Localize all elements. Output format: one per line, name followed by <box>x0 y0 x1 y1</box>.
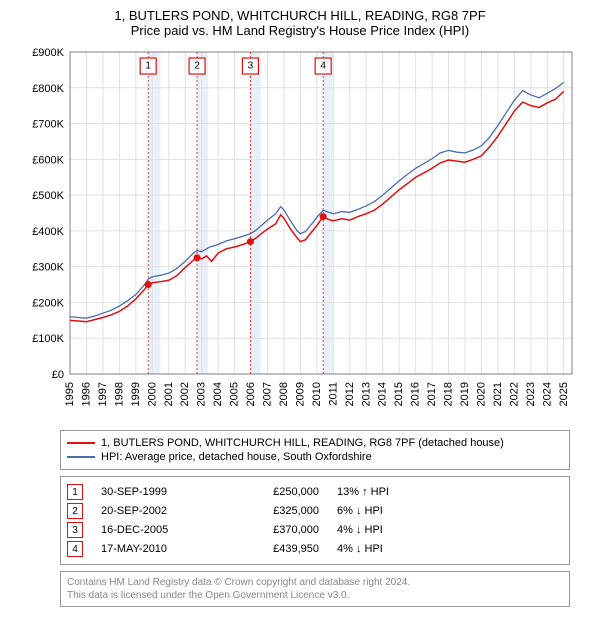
svg-text:2: 2 <box>194 61 200 72</box>
svg-text:£300K: £300K <box>32 262 64 274</box>
svg-text:2010: 2010 <box>311 382 323 406</box>
sale-date: 20-SEP-2002 <box>101 505 211 517</box>
sale-delta: 4% ↓ HPI <box>337 543 437 555</box>
sales-row: 2 20-SEP-2002 £325,000 6% ↓ HPI <box>67 503 563 519</box>
svg-text:£600K: £600K <box>32 154 64 166</box>
svg-text:2017: 2017 <box>426 382 438 406</box>
svg-text:£400K: £400K <box>32 226 64 238</box>
sale-marker: 3 <box>67 522 83 538</box>
svg-text:1996: 1996 <box>80 382 92 406</box>
price-chart: £0 £100K £200K £300K £400K £500K £600K £700K £80… <box>20 44 580 424</box>
svg-text:4: 4 <box>320 61 326 72</box>
sale-price: £370,000 <box>229 524 319 536</box>
chart-subtitle: Price paid vs. HM Land Registry's House … <box>10 23 590 38</box>
legend: 1, BUTLERS POND, WHITCHURCH HILL, READIN… <box>60 430 570 470</box>
sale-marker: 4 <box>67 541 83 557</box>
svg-text:2011: 2011 <box>327 382 339 406</box>
svg-text:2012: 2012 <box>344 382 356 406</box>
legend-swatch <box>67 442 95 444</box>
svg-text:£800K: £800K <box>32 83 64 95</box>
svg-text:1: 1 <box>145 61 151 72</box>
svg-text:2006: 2006 <box>245 382 257 406</box>
svg-text:2003: 2003 <box>196 382 208 406</box>
legend-label: HPI: Average price, detached house, Sout… <box>101 451 372 463</box>
svg-text:2015: 2015 <box>393 382 405 406</box>
svg-text:£500K: £500K <box>32 190 64 202</box>
svg-text:£700K: £700K <box>32 119 64 131</box>
svg-text:2005: 2005 <box>229 382 241 406</box>
legend-swatch <box>67 456 95 458</box>
sale-price: £250,000 <box>229 486 319 498</box>
svg-text:£100K: £100K <box>32 333 64 345</box>
svg-text:3: 3 <box>248 61 254 72</box>
license-text: Contains HM Land Registry data © Crown c… <box>60 571 570 607</box>
sale-marker: 2 <box>67 503 83 519</box>
license-line: This data is licensed under the Open Gov… <box>67 589 563 602</box>
legend-item: 1, BUTLERS POND, WHITCHURCH HILL, READIN… <box>67 437 563 449</box>
sale-delta: 4% ↓ HPI <box>337 524 437 536</box>
svg-text:2000: 2000 <box>146 382 158 406</box>
svg-text:2019: 2019 <box>459 382 471 406</box>
sale-date: 17-MAY-2010 <box>101 543 211 555</box>
svg-text:2013: 2013 <box>360 382 372 406</box>
svg-text:1995: 1995 <box>64 382 76 406</box>
chart-title: 1, BUTLERS POND, WHITCHURCH HILL, READIN… <box>10 8 590 23</box>
svg-text:2008: 2008 <box>278 382 290 406</box>
svg-text:2002: 2002 <box>179 382 191 406</box>
svg-text:2024: 2024 <box>541 382 553 406</box>
svg-text:2018: 2018 <box>443 382 455 406</box>
legend-item: HPI: Average price, detached house, Sout… <box>67 451 563 463</box>
sale-price: £325,000 <box>229 505 319 517</box>
sale-marker: 1 <box>67 484 83 500</box>
svg-text:£0: £0 <box>52 369 64 381</box>
sales-row: 4 17-MAY-2010 £439,950 4% ↓ HPI <box>67 541 563 557</box>
sale-date: 30-SEP-1999 <box>101 486 211 498</box>
sale-delta: 6% ↓ HPI <box>337 505 437 517</box>
svg-text:2007: 2007 <box>262 382 274 406</box>
svg-text:2022: 2022 <box>508 382 520 406</box>
svg-text:£200K: £200K <box>32 297 64 309</box>
svg-text:2023: 2023 <box>525 382 537 406</box>
sale-delta: 13% ↑ HPI <box>337 486 437 498</box>
svg-text:1998: 1998 <box>113 382 125 406</box>
svg-text:2004: 2004 <box>212 382 224 406</box>
svg-text:1997: 1997 <box>97 382 109 406</box>
svg-text:£900K: £900K <box>32 47 64 59</box>
sales-row: 3 16-DEC-2005 £370,000 4% ↓ HPI <box>67 522 563 538</box>
svg-text:2009: 2009 <box>294 382 306 406</box>
sales-row: 1 30-SEP-1999 £250,000 13% ↑ HPI <box>67 484 563 500</box>
svg-text:2014: 2014 <box>377 382 389 406</box>
svg-text:2021: 2021 <box>492 382 504 406</box>
legend-label: 1, BUTLERS POND, WHITCHURCH HILL, READIN… <box>101 437 504 449</box>
svg-text:2020: 2020 <box>475 382 487 406</box>
svg-text:2016: 2016 <box>410 382 422 406</box>
svg-text:2001: 2001 <box>163 382 175 406</box>
sale-date: 16-DEC-2005 <box>101 524 211 536</box>
license-line: Contains HM Land Registry data © Crown c… <box>67 576 563 589</box>
svg-text:1999: 1999 <box>130 382 142 406</box>
sales-table: 1 30-SEP-1999 £250,000 13% ↑ HPI 2 20-SEP-200… <box>60 476 570 565</box>
svg-text:2025: 2025 <box>558 382 570 406</box>
sale-price: £439,950 <box>229 543 319 555</box>
